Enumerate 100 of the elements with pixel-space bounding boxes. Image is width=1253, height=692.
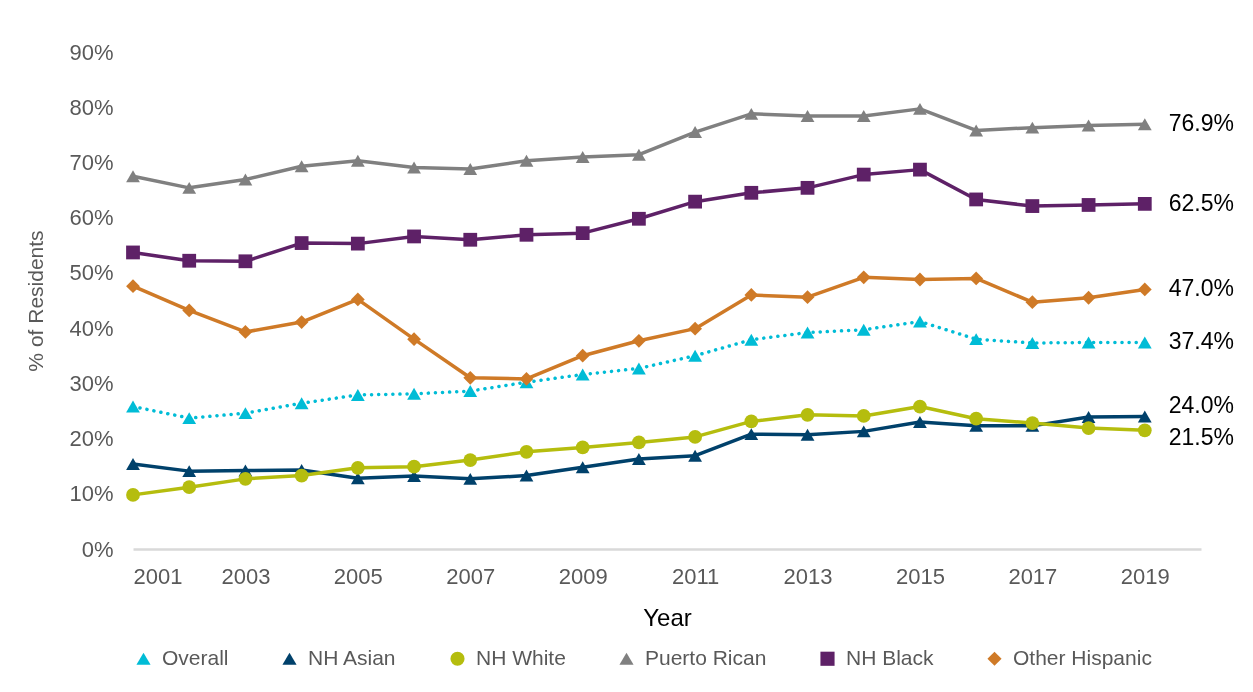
point [856,110,871,123]
point [1137,118,1152,131]
point [575,348,590,363]
point [294,315,309,329]
point [182,480,197,495]
y-tick-label: 90% [69,39,114,65]
legend-label: Other Hispanic [1013,645,1152,669]
point [575,368,590,381]
point [1025,295,1040,310]
point [688,126,702,139]
point [238,254,253,269]
point [519,444,534,459]
point [350,292,365,307]
point [575,150,590,163]
point [407,459,421,474]
point [1137,196,1152,211]
point [1137,282,1152,297]
point [519,154,534,167]
point [463,472,478,485]
point [969,411,984,426]
data-label: 62.5% [1168,189,1235,216]
point [800,407,815,422]
point [294,160,309,173]
x-tick-label: 2009 [558,563,608,589]
point [632,362,646,375]
point [744,107,759,120]
x-tick-label: 2019 [1120,563,1170,589]
point [1081,119,1096,132]
point [1137,410,1152,423]
point [1081,421,1096,435]
y-tick-label: 20% [69,426,114,452]
point [1025,337,1040,349]
point [1081,336,1096,349]
point [632,148,646,161]
point [856,409,871,423]
y-tick-label: 80% [69,94,114,120]
point [519,469,534,482]
point [744,288,759,302]
legend-label: NH Black [846,645,935,669]
point [126,488,140,502]
point [744,333,759,346]
point [913,102,927,115]
point [688,430,702,444]
x-tick-label: 2013 [783,563,833,589]
y-tick-label: 10% [69,481,114,507]
point [294,397,309,410]
point [800,110,815,123]
point [126,245,140,260]
point [913,416,927,428]
legend-label: Overall [162,645,229,669]
legend-label: NH White [476,645,566,669]
point [407,387,421,400]
point [856,323,871,336]
point [1081,290,1096,305]
x-tick-label: 2001 [133,563,183,589]
point [913,272,927,287]
point [856,167,871,182]
point [519,372,534,386]
x-tick-label: 2003 [221,563,271,589]
point [519,227,534,242]
point [407,229,421,244]
point [744,185,759,200]
point [969,271,984,286]
point [744,414,759,429]
point [856,270,871,285]
data-label: 47.0% [1168,275,1235,302]
point [463,163,478,176]
point [182,181,197,194]
point [969,192,984,207]
point [350,472,365,485]
point [350,388,365,401]
y-tick-label: 50% [69,260,114,286]
point [182,253,197,268]
point [688,349,702,362]
point [1137,423,1152,438]
point [294,236,309,250]
y-tick-label: 40% [69,315,114,341]
point [632,453,646,465]
data-label: 37.4% [1168,328,1235,355]
point [575,226,590,241]
point [800,180,815,195]
point [463,453,478,467]
point [294,468,309,483]
point [463,385,478,398]
point [1025,121,1040,134]
point [238,173,253,186]
x-tick-label: 2007 [446,563,496,589]
point [126,170,140,183]
point [969,124,984,137]
point [238,325,253,339]
x-tick-label: 2005 [333,563,383,589]
point [238,407,253,420]
point [126,457,140,470]
point [913,162,927,177]
point [688,449,702,462]
x-tick-label: 2017 [1008,563,1058,589]
point [688,321,702,336]
point [350,154,365,167]
point [182,465,197,478]
point [632,333,646,348]
